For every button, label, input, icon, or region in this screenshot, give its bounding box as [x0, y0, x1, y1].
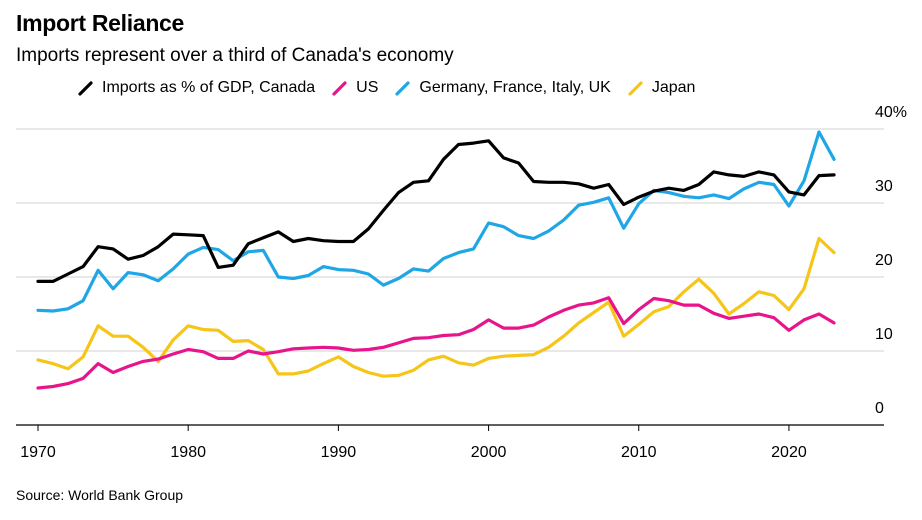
y-tick-label-30: 30 [875, 178, 893, 195]
legend-swatch-japan [628, 80, 643, 96]
x-tick-label-1970: 1970 [20, 444, 56, 461]
chart-title: Import Reliance [16, 10, 185, 36]
series-line-japan [36, 236, 836, 378]
legend-label: Japan [651, 79, 696, 96]
legend-label: US [356, 79, 379, 96]
legend-item-imports-as-of-gdp-canada: Imports as % of GDP, Canada [78, 79, 315, 97]
series-line-imports-as-of-gdp-canada [36, 139, 836, 283]
legend-swatch-imports-as-of-gdp-canada [78, 80, 93, 96]
source-note: Source: World Bank Group [16, 487, 184, 503]
y-tick-label-20: 20 [875, 252, 893, 269]
x-tick-label-2000: 2000 [471, 444, 507, 461]
series-line-us [36, 296, 836, 390]
legend-item-germany-france-italy-uk: Germany, France, Italy, UK [395, 79, 611, 97]
legend-swatch-us [332, 80, 347, 96]
legend: Imports as % of GDP, Canada US Germany, Fr… [78, 79, 712, 97]
legend-item-us: US [332, 79, 378, 97]
legend-label: Germany, France, Italy, UK [419, 79, 611, 96]
legend-swatch-germany-france-italy-uk [395, 80, 410, 96]
y-tick-label-10: 10 [875, 326, 893, 343]
chart-subtitle: Imports represent over a third of Canada… [16, 45, 454, 66]
y-tick-label-0: 0 [875, 400, 884, 417]
y-tick-label-40: 40% [875, 104, 907, 121]
series-line-germany-france-italy-uk [36, 130, 836, 313]
x-tick-label-1990: 1990 [321, 444, 357, 461]
legend-label: Imports as % of GDP, Canada [102, 79, 316, 96]
x-tick-label-2010: 2010 [621, 444, 657, 461]
x-tick-label-1980: 1980 [170, 444, 206, 461]
legend-item-japan: Japan [628, 79, 696, 97]
x-tick-label-2020: 2020 [771, 444, 807, 461]
